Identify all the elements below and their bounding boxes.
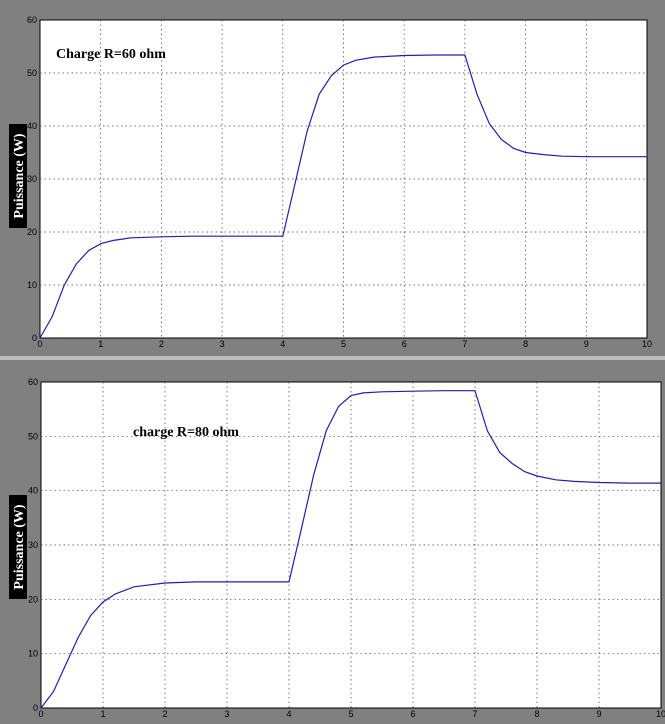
x-tick-label: 0 xyxy=(38,709,43,719)
x-tick-label: 9 xyxy=(596,709,601,719)
x-tick-label: 4 xyxy=(286,709,291,719)
x-tick-label: 9 xyxy=(584,339,589,349)
chart-panel-1: 0 1 2 3 4 5 6 7 8 9 10 0 10 20 30 40 50 60 Charge R=60 o… xyxy=(0,0,665,356)
y-tick-label: 20 xyxy=(28,594,38,604)
series-line-2 xyxy=(40,390,661,709)
y-tick-label: 60 xyxy=(27,15,37,25)
x-tick-label: 1 xyxy=(100,709,105,719)
chart-annotation-1: Charge R=60 ohm xyxy=(56,47,166,62)
x-tick-label: 7 xyxy=(462,339,467,349)
grid-2 xyxy=(41,382,661,708)
x-tick-label: 8 xyxy=(534,709,539,719)
y-tick-label: 50 xyxy=(27,68,37,78)
x-tick-label: 1 xyxy=(98,339,103,349)
y-tick-label: 30 xyxy=(28,540,38,550)
x-tick-label: 2 xyxy=(159,339,164,349)
x-tick-label: 10 xyxy=(642,339,652,349)
x-tick-label: 4 xyxy=(280,339,285,349)
y-tick-label: 0 xyxy=(32,333,37,343)
y-tick-label: 40 xyxy=(27,121,37,131)
y-tick-label: 0 xyxy=(33,703,38,713)
x-ticks-1: 0 1 2 3 4 5 6 7 8 9 10 xyxy=(37,339,652,349)
y-tick-label: 40 xyxy=(28,486,38,496)
y-axis-label-1: Puissance (W) xyxy=(12,133,27,219)
y-ticks-1: 0 10 20 30 40 50 60 xyxy=(27,15,37,343)
x-tick-label: 0 xyxy=(37,339,42,349)
x-tick-label: 7 xyxy=(472,709,477,719)
panel-divider xyxy=(0,356,665,360)
y-axis-label-bg-1 xyxy=(9,124,27,228)
series-line-1 xyxy=(39,54,647,339)
y-ticks-2: 0 10 20 30 40 50 60 xyxy=(28,377,38,713)
y-tick-label: 50 xyxy=(28,431,38,441)
plot-area-1 xyxy=(39,19,648,339)
x-tick-label: 10 xyxy=(656,709,665,719)
y-tick-label: 20 xyxy=(27,227,37,237)
y-tick-label: 10 xyxy=(28,649,38,659)
x-tick-label: 5 xyxy=(341,339,346,349)
x-tick-label: 3 xyxy=(220,339,225,349)
x-ticks-2: 0 1 2 3 4 5 6 7 8 9 10 xyxy=(38,709,665,719)
chart-panel-2: 0 1 2 3 4 5 6 7 8 9 10 0 10 20 30 40 50 60 charge R=80 o… xyxy=(0,360,665,724)
x-tick-label: 3 xyxy=(224,709,229,719)
y-tick-label: 60 xyxy=(28,377,38,387)
y-tick-label: 10 xyxy=(27,280,37,290)
y-axis-label-2: Puissance (W) xyxy=(12,504,27,590)
x-tick-label: 6 xyxy=(402,339,407,349)
y-tick-label: 30 xyxy=(27,174,37,184)
x-tick-label: 8 xyxy=(523,339,528,349)
x-tick-label: 5 xyxy=(348,709,353,719)
x-tick-label: 6 xyxy=(410,709,415,719)
y-axis-label-bg-2 xyxy=(9,495,27,599)
chart-annotation-2: charge R=80 ohm xyxy=(133,425,239,440)
x-tick-label: 2 xyxy=(162,709,167,719)
